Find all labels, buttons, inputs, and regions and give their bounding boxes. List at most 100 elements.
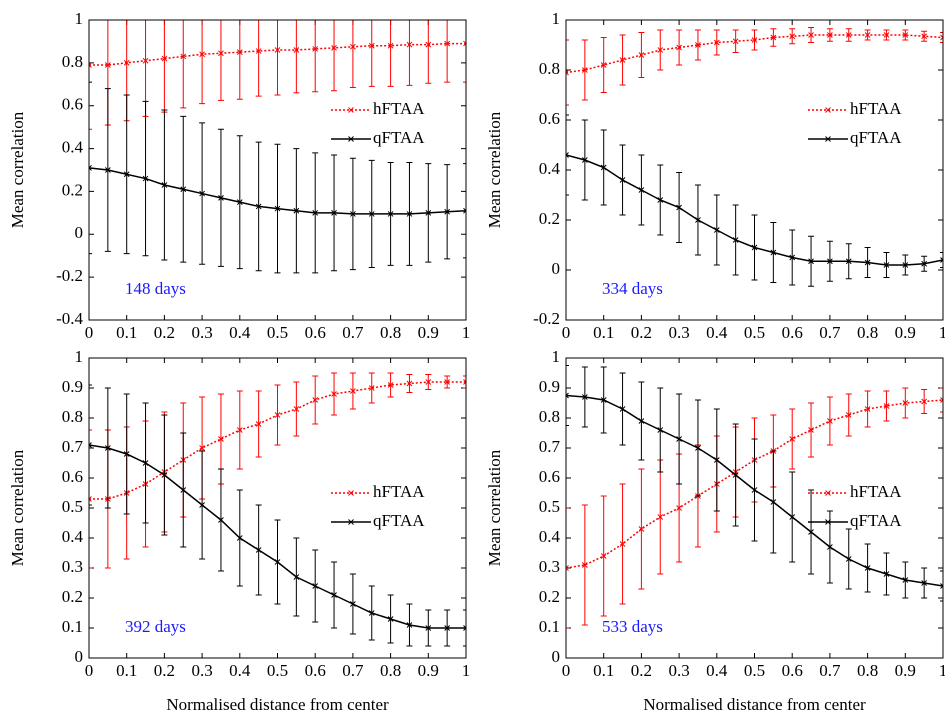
point-marker [463, 379, 466, 385]
y-tick-label: 0 [75, 647, 84, 666]
point-marker [161, 55, 168, 62]
y-tick-label: 1 [552, 347, 561, 366]
x-axis-label: Normalised distance from center [166, 695, 389, 714]
point-marker [255, 48, 262, 54]
y-tick-label: 0.6 [62, 95, 83, 114]
error-bar [566, 114, 569, 196]
legend-label: qFTAA [373, 128, 425, 147]
point-marker [845, 412, 852, 418]
y-tick-label: 0.8 [539, 59, 560, 78]
point-marker [713, 39, 720, 46]
x-tick-label: 0.7 [819, 661, 841, 680]
x-tick-label: 0.4 [229, 661, 251, 680]
series-line [89, 381, 466, 500]
point-marker [312, 46, 319, 52]
point-marker [236, 49, 243, 55]
x-tick-label: 0.6 [305, 661, 326, 680]
legend-marker [825, 136, 831, 142]
x-tick-label: 0.6 [782, 661, 803, 680]
point-marker [751, 37, 758, 43]
point-marker [89, 62, 92, 68]
y-tick-label: 1 [552, 9, 561, 28]
error-bar [463, 163, 466, 259]
point-marker [566, 152, 569, 158]
x-tick-label: 0.1 [593, 323, 614, 342]
error-bar [89, 429, 92, 569]
legend-label: qFTAA [850, 128, 902, 147]
y-tick-label: 0.3 [62, 557, 83, 576]
annotation: 148 days [125, 279, 186, 298]
legend-label: qFTAA [850, 511, 902, 530]
error-bar [566, 365, 569, 426]
point-marker [444, 40, 451, 47]
y-tick-label: 0.2 [539, 587, 560, 606]
plot-area [89, 372, 466, 647]
point-marker [444, 379, 451, 385]
x-tick-label: 0.6 [305, 323, 326, 342]
point-marker [902, 32, 909, 38]
series-line [566, 154, 943, 266]
annotation: 533 days [602, 617, 663, 636]
y-tick-label: 0 [552, 647, 561, 666]
point-marker [940, 257, 943, 263]
y-tick-label: 0.9 [539, 377, 560, 396]
point-marker [600, 62, 607, 68]
x-tick-label: 0.2 [154, 323, 175, 342]
y-tick-label: 0.8 [62, 407, 83, 426]
error-bar [566, 39, 569, 106]
point-marker [566, 565, 569, 571]
y-tick-label: 0.2 [62, 180, 83, 199]
point-marker [463, 625, 466, 631]
y-tick-label: 0.4 [62, 527, 84, 546]
point-marker [368, 42, 375, 49]
y-tick-label: 1 [75, 9, 84, 28]
x-tick-label: 0 [85, 661, 94, 680]
plot-area [566, 365, 943, 629]
error-bar [463, 609, 466, 647]
series-line [566, 34, 943, 74]
x-tick-label: 0.3 [668, 323, 689, 342]
y-tick-label: 0.5 [539, 497, 560, 516]
y-tick-label: 0.6 [539, 467, 560, 486]
point-marker [619, 57, 626, 63]
series-line [89, 167, 466, 215]
error-bar [89, 81, 92, 255]
y-tick-label: 0.6 [62, 467, 83, 486]
legend-label: hFTAA [850, 482, 902, 501]
point-marker [864, 406, 871, 412]
y-tick-label: 0.1 [62, 617, 83, 636]
x-tick-label: 0 [85, 323, 94, 342]
y-tick-label: 0.2 [62, 587, 83, 606]
error-bar [940, 387, 943, 413]
x-tick-label: 0.3 [668, 661, 689, 680]
legend-marker [825, 490, 831, 496]
point-marker [566, 69, 569, 76]
error-bar [940, 252, 943, 268]
point-marker [218, 436, 224, 442]
point-marker [89, 165, 92, 171]
point-marker [808, 427, 814, 433]
y-tick-label: 0.4 [539, 159, 561, 178]
legend-marker [348, 519, 354, 525]
x-tick-label: 0.5 [267, 661, 288, 680]
x-tick-label: 0.7 [819, 323, 841, 342]
x-tick-label: 0.9 [895, 661, 916, 680]
series-line [89, 444, 466, 629]
x-tick-label: 0.3 [191, 323, 212, 342]
y-tick-label: 0.7 [539, 437, 561, 456]
legend-marker [825, 107, 831, 113]
y-tick-label: 0.5 [62, 497, 83, 516]
point-marker [883, 403, 890, 409]
point-marker [600, 553, 607, 559]
point-marker [789, 436, 796, 442]
y-tick-label: 0.6 [539, 109, 560, 128]
point-marker [940, 583, 943, 589]
error-bar [940, 32, 943, 43]
x-tick-label: 1 [462, 661, 471, 680]
x-tick-label: 0.9 [418, 323, 439, 342]
x-tick-label: 0.8 [857, 323, 878, 342]
point-marker [770, 34, 777, 41]
x-axis-label: Normalised distance from center [643, 695, 866, 714]
annotation: 392 days [125, 617, 186, 636]
